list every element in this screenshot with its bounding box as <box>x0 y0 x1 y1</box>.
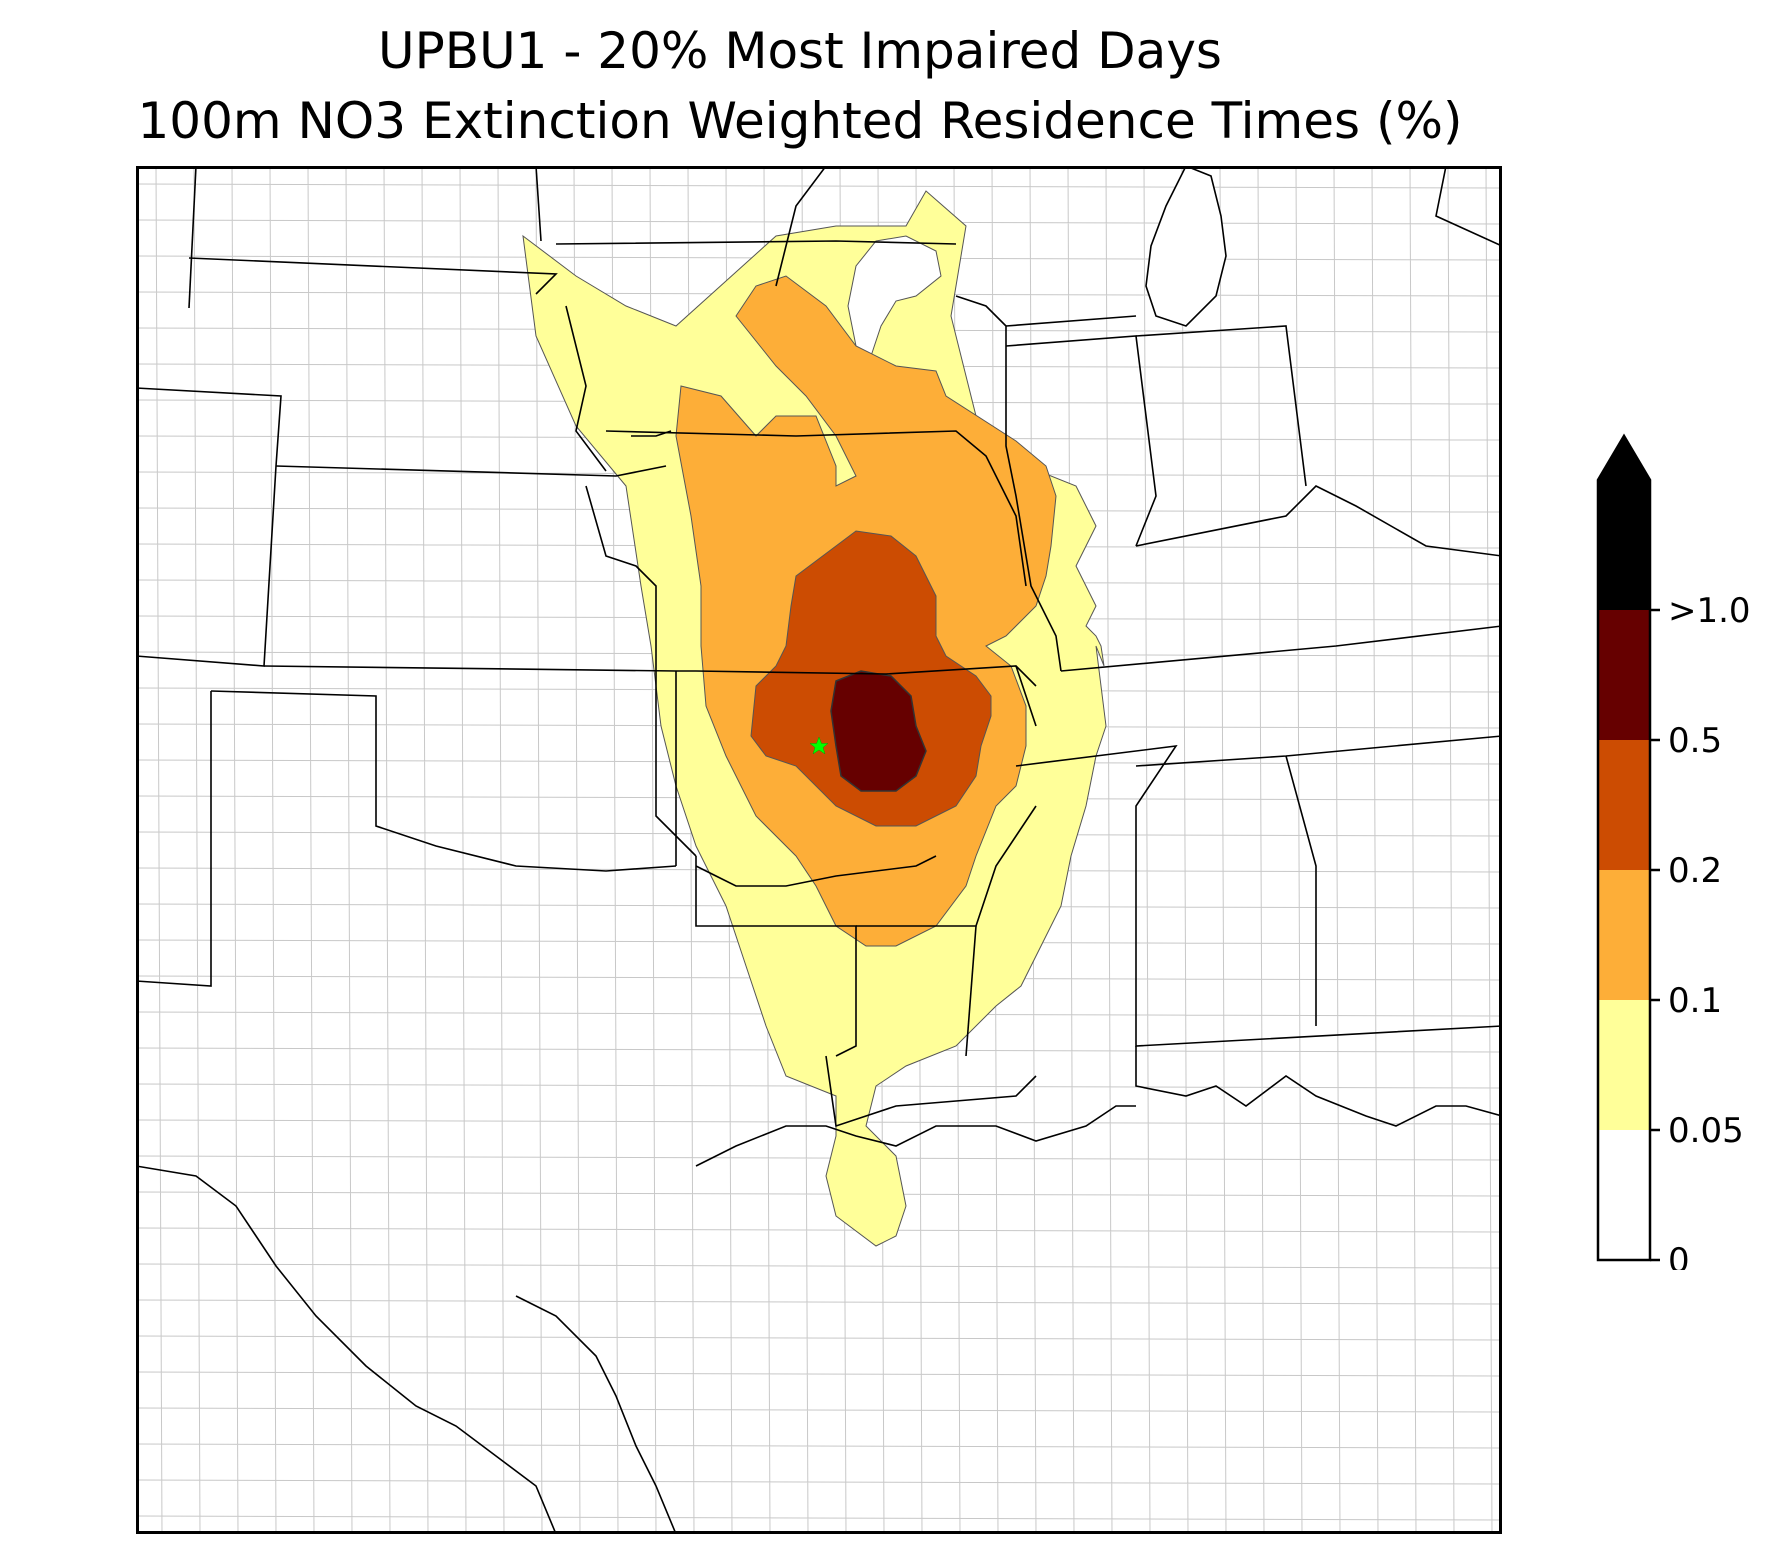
colorbar-extend-arrow <box>1598 436 1650 480</box>
colorbar-tick-label: 0.5 <box>1668 721 1722 761</box>
colorbar-bin-0.05-0.1 <box>1598 1000 1650 1130</box>
colorbar-tick-label: 0.1 <box>1668 981 1722 1021</box>
site-marker <box>809 736 829 755</box>
contour-fills <box>522 190 1107 1247</box>
colorbar-bin-0-0.05 <box>1598 1130 1650 1260</box>
map-subtitle: 100m NO3 Extinction Weighted Residence T… <box>137 92 1463 150</box>
colorbar-outline <box>1596 433 1652 1262</box>
colorbar-bin-0.5-1.0 <box>1598 610 1650 740</box>
colorbar-bin-0.2-0.5 <box>1598 740 1650 870</box>
colorbar-tick-label: 0.05 <box>1668 1111 1744 1151</box>
colorbar-bin->1.0 <box>1598 480 1650 610</box>
map-title: UPBU1 - 20% Most Impaired Days <box>378 22 1222 80</box>
colorbar-tick-label: >1.0 <box>1668 591 1751 631</box>
state-boundaries <box>136 166 1502 1534</box>
residence-time-map <box>136 166 1502 1534</box>
colorbar-tick-label: 0.2 <box>1668 851 1722 891</box>
contour-0.5 <box>830 670 927 792</box>
lake-michigan <box>1145 166 1227 327</box>
colorbar-bin-0.1-0.2 <box>1598 870 1650 1000</box>
colorbar-tick-label: 0 <box>1668 1241 1690 1270</box>
colorbar: 0 0.05 0.1 0.2 0.5 >1.0 <box>1596 433 1751 1270</box>
